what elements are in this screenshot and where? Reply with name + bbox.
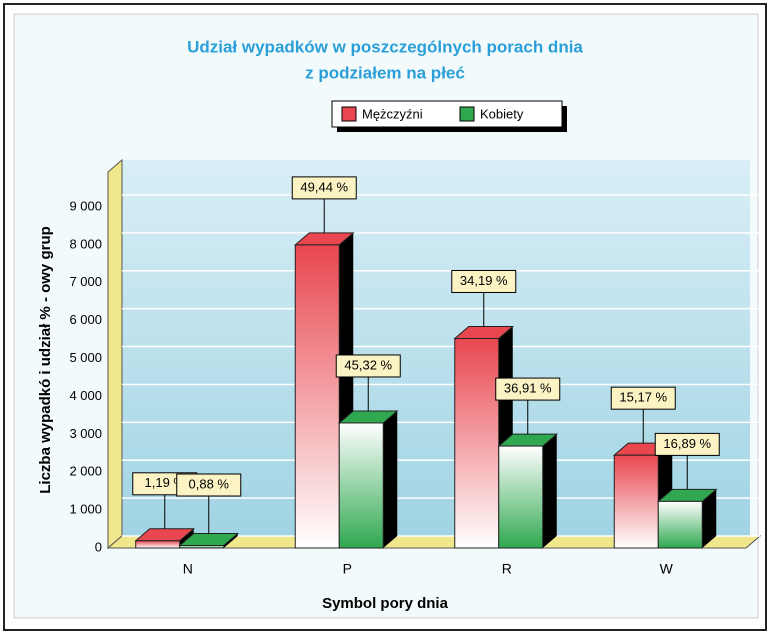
legend xyxy=(331,100,563,128)
y-tick-label: 3 000 xyxy=(69,426,102,441)
data-label: 45,32 % xyxy=(344,357,392,372)
data-label: 36,91 % xyxy=(504,381,552,396)
label-box xyxy=(495,377,561,401)
data-label: 15,17 % xyxy=(619,390,667,405)
y-tick-label: 1 000 xyxy=(69,502,102,517)
y-tick-label: 5 000 xyxy=(69,350,102,365)
y-axis-label: Liczba wypadkó i udział % - owy grup xyxy=(37,226,54,494)
data-label: 49,44 % xyxy=(300,179,348,194)
y-tick-label: 4 000 xyxy=(69,388,102,403)
x-tick-label: W xyxy=(660,561,674,577)
bar-side xyxy=(542,434,557,548)
label-box xyxy=(335,354,401,378)
label-box xyxy=(176,473,242,497)
y-tick-label: 0 xyxy=(95,539,102,554)
x-tick-label: N xyxy=(183,561,193,577)
data-label: 1,19 % xyxy=(145,475,186,490)
legend-swatch xyxy=(459,106,475,122)
label-box xyxy=(451,269,517,293)
data-label: 34,19 % xyxy=(460,273,508,288)
bar xyxy=(498,445,544,549)
bar xyxy=(135,540,181,549)
label-box xyxy=(654,432,720,456)
x-tick-label: P xyxy=(343,561,352,577)
legend-label: Kobiety xyxy=(480,106,524,121)
data-label: 16,89 % xyxy=(663,436,711,451)
bar xyxy=(613,454,659,549)
side-wall xyxy=(107,158,123,550)
label-box xyxy=(610,386,676,410)
bar-side xyxy=(383,410,398,548)
bar xyxy=(294,244,340,549)
x-tick-label: R xyxy=(502,561,512,577)
x-axis-label: Symbol pory dnia xyxy=(322,595,449,612)
legend-swatch xyxy=(341,106,357,122)
y-tick-label: 7 000 xyxy=(69,274,102,289)
label-box xyxy=(291,176,357,200)
bar xyxy=(338,422,384,549)
bar xyxy=(657,500,703,549)
y-tick-label: 6 000 xyxy=(69,312,102,327)
bar xyxy=(179,545,225,549)
bar xyxy=(454,337,500,549)
y-tick-label: 8 000 xyxy=(69,236,102,251)
data-label: 0,88 % xyxy=(189,476,230,491)
legend-label: Mężczyźni xyxy=(362,106,423,121)
chart-subtitle: z podziałem na płeć xyxy=(305,63,465,82)
chart-title: Udział wypadków w poszczególnych porach … xyxy=(187,37,583,56)
y-tick-label: 2 000 xyxy=(69,464,102,479)
y-tick-label: 9 000 xyxy=(69,198,102,213)
bar-side xyxy=(702,489,717,548)
